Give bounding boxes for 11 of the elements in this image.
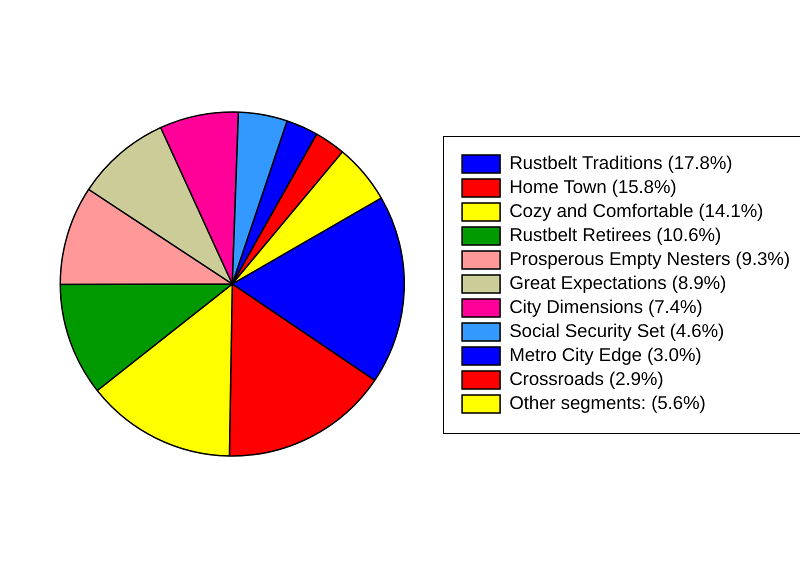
legend-label: Cozy and Comfortable (14.1%) (509, 200, 764, 222)
legend-label: Metro City Edge (3.0%) (509, 344, 702, 366)
legend-label: Prosperous Empty Nesters (9.3%) (509, 248, 790, 270)
legend-label: City Dimensions (7.4%) (509, 296, 703, 318)
legend-label: Social Security Set (4.6%) (509, 320, 724, 342)
legend-label: Rustbelt Traditions (17.8%) (509, 152, 732, 174)
legend-label: Home Town (15.8%) (509, 176, 677, 198)
legend-label: Other segments: (5.6%) (509, 392, 706, 414)
legend-label: Great Expectations (8.9%) (509, 272, 726, 294)
legend-label: Rustbelt Retirees (10.6%) (509, 224, 722, 246)
legend-label: Crossroads (2.9%) (509, 368, 664, 390)
